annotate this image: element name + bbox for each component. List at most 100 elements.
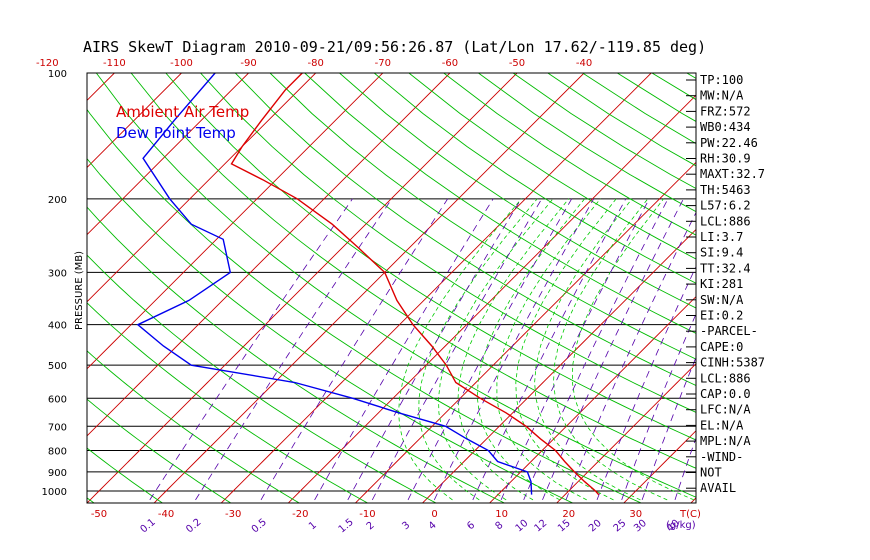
index-9: LCL:886: [700, 214, 751, 228]
y-tick-label: 900: [48, 468, 67, 479]
mixing-ratio-line: [542, 198, 684, 501]
x-top-tick-label: -100: [170, 58, 193, 69]
legend: Ambient Air Temp Dew Point Temp: [116, 103, 249, 142]
isotherm-line: [153, 73, 585, 503]
mixing-ratio-label: 15: [556, 518, 573, 535]
dry-adiabat-line: [87, 398, 232, 503]
isotherm-line: [87, 73, 518, 503]
mixing-ratio-line: [674, 436, 696, 501]
dry-adiabat-line: [200, 73, 696, 413]
mixing-ratio-label: 25: [612, 518, 629, 535]
y-tick-label: 1000: [42, 487, 67, 498]
mixing-ratio-label: 3: [400, 520, 412, 533]
index-5: RH:30.9: [700, 152, 751, 166]
index-2: FRZ:572: [700, 104, 751, 118]
mixing-ratio-label: 10: [514, 518, 531, 535]
y-tick-label: 800: [48, 446, 67, 457]
moist-adiabat-line: [515, 198, 617, 501]
y-tick-label: 400: [48, 321, 67, 332]
moist-adiabat-line: [398, 198, 522, 501]
isotherm-line: [87, 73, 115, 102]
dry-adiabat-line: [0, 73, 32, 508]
plot-frame: [86, 72, 697, 504]
dry-adiabat-line: [87, 350, 301, 503]
moist-adiabat-line: [553, 198, 668, 501]
isotherm-line: [287, 94, 696, 503]
x-bottom-tick-label: -10: [359, 509, 375, 520]
dry-adiabat-line: [87, 447, 164, 503]
isotherm-line: [87, 73, 317, 303]
x-bottom-tick-label: -20: [292, 509, 308, 520]
mixing-ratio-line: [347, 198, 522, 501]
x-bottom-tick-label: 20: [562, 509, 575, 520]
series-layer: [136, 73, 600, 496]
mixing-ratio-line: [641, 356, 696, 501]
x-top-tick-label: -80: [308, 58, 324, 69]
mixing-ratio-line: [407, 198, 573, 501]
dry-adiabat-line: [408, 73, 696, 260]
dry-adiabat-line: [651, 73, 696, 101]
dry-adiabat-line: [443, 73, 696, 236]
mixing-ratio-label: 0.1: [139, 517, 158, 536]
mixing-ratio-label: 8: [494, 520, 506, 533]
moist-adiabat-line: [571, 198, 695, 501]
x-top-tick-label: -40: [576, 58, 592, 69]
mixing-ratio-label: 12: [532, 518, 549, 535]
mixing-ratio-label: 30: [632, 518, 649, 535]
y-tick-label: 600: [48, 394, 67, 405]
mixing-ratio-line: [149, 198, 353, 501]
moist-adiabat-line: [476, 198, 585, 501]
index-21: LFC:N/A: [700, 403, 751, 417]
index-1: MW:N/A: [700, 89, 744, 103]
x-bottom-tick-label: 10: [495, 509, 508, 520]
index-4: PW:22.46: [700, 136, 758, 150]
x-bottom-unit-label: T(C): [679, 509, 701, 520]
isotherm-line: [87, 73, 384, 370]
moist-adiabat-line: [496, 198, 601, 501]
mixing-ratio-line: [260, 198, 449, 501]
index-7: TH:5463: [700, 183, 751, 197]
dry-adiabat-line: [478, 73, 696, 213]
dry-adiabat-line: [87, 497, 95, 503]
mixing-ratio-line: [621, 313, 696, 501]
dry-adiabat-line: [269, 73, 696, 360]
index-11: SI:9.4: [700, 246, 743, 260]
dry-adiabat-line: [304, 73, 696, 334]
index-17: CAPE:0: [700, 340, 743, 354]
dry-adiabat-line: [87, 206, 506, 503]
mixing-ratio-label: 4: [427, 520, 439, 533]
index-6: MAXT:32.7: [700, 167, 765, 181]
dry-adiabat-line: [87, 157, 574, 503]
chart-title: AIRS SkewT Diagram 2010-09-21/09:56:26.8…: [83, 38, 706, 56]
dry-adiabat-line: [130, 73, 696, 469]
x-bottom-tick-label: -30: [225, 509, 241, 520]
x-top-tick-label: -120: [36, 58, 59, 69]
mixing-ratio-line: [565, 211, 696, 501]
y-axis-label: PRESSURE (MB): [74, 251, 85, 330]
isotherm-line: [220, 73, 652, 503]
x-top-tick-label: -50: [509, 58, 525, 69]
x-top-tick-label: -60: [442, 58, 458, 69]
mixing-ratio-label: 1: [307, 520, 319, 533]
x-bottom-tick-label: -50: [91, 509, 107, 520]
mixing-ratio-label: 0.2: [184, 517, 203, 536]
index-14: SW:N/A: [700, 293, 744, 307]
index-16: -PARCEL-: [700, 324, 758, 338]
dry-adiabat-line: [826, 73, 870, 508]
index-18: CINH:5387: [700, 356, 765, 370]
x-bottom-tick-label: 0: [431, 509, 437, 520]
moist-adiabat-line: [457, 198, 570, 501]
mixing-ratio-line: [433, 198, 595, 501]
index-25: NOT: [700, 466, 722, 480]
index-8: L57:6.2: [700, 199, 751, 213]
mixing-ratio-unit-label: (g/kg): [666, 520, 696, 531]
index-10: LI:3.7: [700, 230, 743, 244]
ambient-air-temp-line: [230, 73, 600, 496]
mixing-ratio-label: 2: [365, 520, 377, 533]
legend-dew-point-temp: Dew Point Temp: [116, 124, 236, 142]
isotherm-line: [421, 228, 696, 503]
index-3: WB0:434: [700, 120, 751, 134]
isotherm-line: [488, 295, 696, 503]
index-20: CAP:0.0: [700, 387, 751, 401]
